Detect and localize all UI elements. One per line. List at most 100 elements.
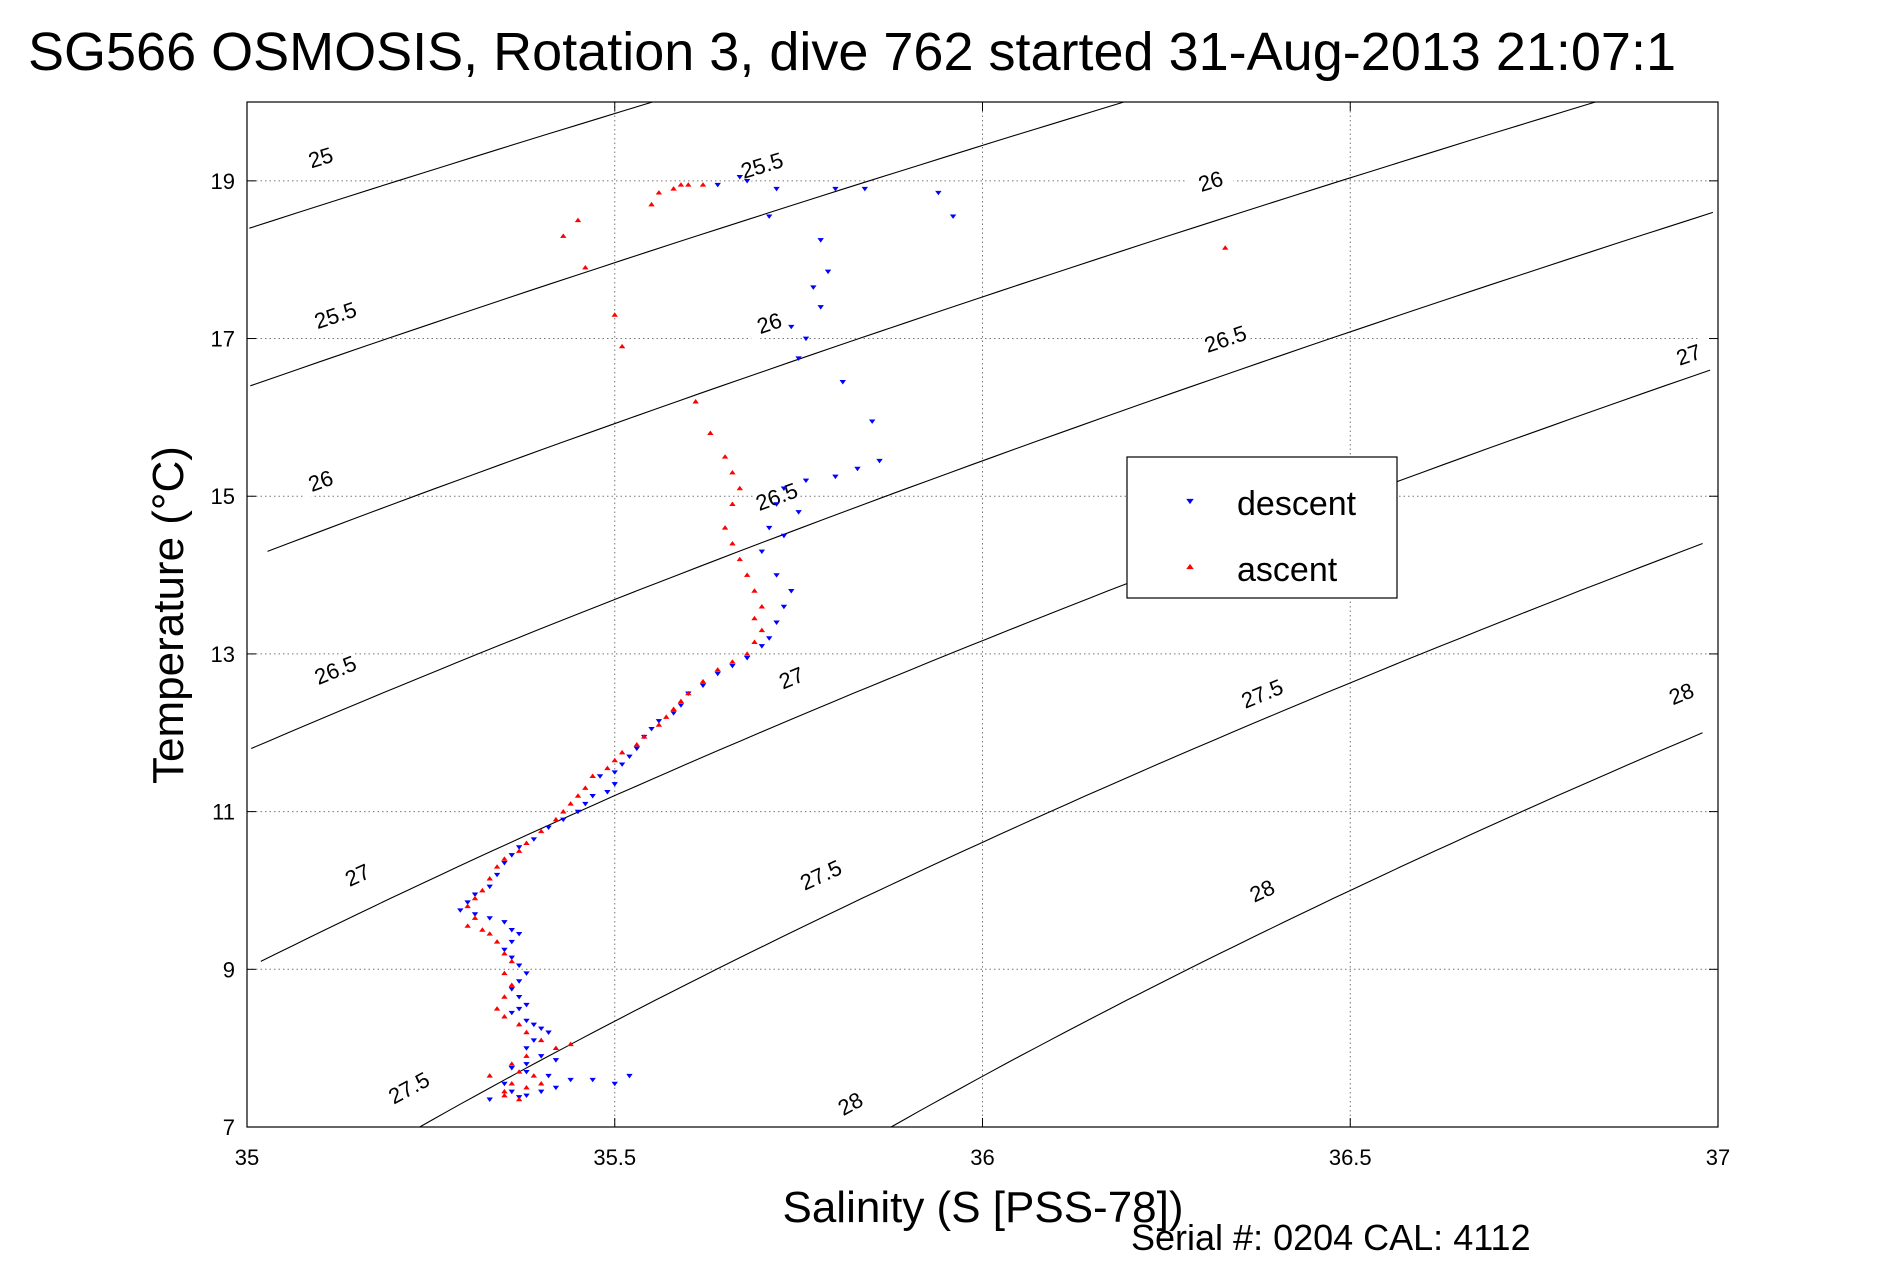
x-tick-label: 35 bbox=[235, 1145, 259, 1170]
descent-point bbox=[788, 588, 795, 594]
descent-point bbox=[582, 801, 589, 807]
descent-point bbox=[530, 1038, 538, 1043]
descent-point bbox=[545, 1073, 552, 1079]
ascent-point bbox=[574, 217, 582, 223]
descent-point bbox=[714, 671, 721, 677]
ascent-point bbox=[508, 958, 515, 964]
axis-ticks: 35 35.5 36 36.5 37 7 9 11 13 15 17 19 bbox=[211, 102, 1730, 1170]
ascent-point bbox=[515, 1021, 523, 1027]
descent-point bbox=[538, 1026, 545, 1032]
descent-point bbox=[935, 190, 942, 196]
contour-label-bg bbox=[1236, 870, 1287, 911]
descent-point bbox=[876, 458, 883, 464]
contour-label: 25.5 bbox=[311, 297, 360, 334]
descent-point bbox=[515, 963, 523, 968]
descent-point bbox=[714, 182, 721, 188]
ascent-point bbox=[582, 785, 589, 790]
ascent-point bbox=[677, 182, 685, 187]
x-axis-label: Salinity (S [PSS-78]) bbox=[782, 1183, 1183, 1232]
ascent-point bbox=[501, 856, 508, 861]
descent-point bbox=[471, 892, 479, 897]
ascent-point bbox=[758, 627, 766, 633]
x-tick-label: 36 bbox=[970, 1145, 994, 1170]
ascent-point bbox=[618, 343, 626, 349]
ascent-point bbox=[729, 469, 736, 475]
descent-point bbox=[795, 356, 802, 361]
descent-point bbox=[780, 486, 788, 491]
descent-point bbox=[766, 525, 773, 531]
ascent-point bbox=[751, 615, 758, 621]
legend: descent ascent bbox=[1126, 456, 1398, 599]
descent-point bbox=[766, 636, 773, 641]
descent-point bbox=[780, 533, 788, 539]
ascent-point bbox=[501, 1014, 508, 1019]
ascent-point bbox=[640, 734, 648, 739]
data-points bbox=[457, 175, 1229, 1103]
descent-point bbox=[508, 1066, 515, 1071]
y-tick-label: 7 bbox=[223, 1115, 235, 1140]
ascent-point bbox=[560, 809, 567, 814]
contour-label-bg bbox=[744, 304, 794, 342]
density-contour-line bbox=[267, 101, 1596, 552]
ascent-point bbox=[552, 1045, 560, 1051]
ascent-point bbox=[538, 1081, 545, 1086]
y-tick-label: 13 bbox=[211, 642, 235, 667]
ascent-point bbox=[493, 939, 501, 944]
ascent-point bbox=[486, 931, 493, 936]
ascent-point bbox=[530, 1073, 538, 1078]
descent-point bbox=[530, 837, 538, 842]
descent-point bbox=[766, 214, 773, 219]
descent-point bbox=[743, 178, 751, 184]
ascent-point bbox=[515, 1096, 523, 1102]
contour-label-bg bbox=[310, 296, 360, 334]
ascent-point bbox=[1222, 245, 1229, 250]
ascent-point bbox=[523, 1029, 530, 1035]
ascent-point bbox=[736, 556, 743, 562]
ascent-point bbox=[508, 982, 515, 987]
y-tick-label: 11 bbox=[212, 800, 235, 825]
descent-point bbox=[530, 1022, 538, 1028]
ascent-point bbox=[560, 233, 567, 238]
descent-point bbox=[655, 719, 663, 724]
ascent-point bbox=[751, 588, 758, 593]
descent-point bbox=[493, 872, 501, 878]
ascent-point bbox=[685, 690, 692, 696]
density-contour-line bbox=[250, 211, 1714, 750]
descent-point bbox=[596, 774, 604, 779]
legend-label-descent: descent bbox=[1237, 485, 1357, 523]
contour-label: 26.5 bbox=[311, 651, 360, 690]
descent-point bbox=[515, 845, 523, 850]
descent-point bbox=[523, 1018, 530, 1024]
descent-point bbox=[501, 1081, 508, 1087]
y-tick-label: 17 bbox=[211, 327, 235, 352]
ascent-point bbox=[486, 1073, 493, 1078]
ascent-point bbox=[508, 1081, 515, 1086]
density-contour-line bbox=[250, 101, 1125, 387]
descent-point bbox=[501, 947, 508, 953]
ascent-point bbox=[633, 742, 640, 747]
contour-label: 27.5 bbox=[384, 1067, 434, 1109]
descent-point bbox=[457, 908, 464, 913]
ascent-point bbox=[508, 1061, 515, 1066]
ascent-point bbox=[464, 923, 471, 928]
descent-point bbox=[560, 817, 567, 823]
ascent-point bbox=[618, 749, 626, 755]
descent-point bbox=[567, 1077, 574, 1083]
ascent-point bbox=[589, 773, 596, 778]
descent-point bbox=[788, 324, 795, 330]
ascent-point bbox=[655, 190, 663, 195]
ascent-point bbox=[538, 828, 545, 834]
descent-point bbox=[817, 238, 824, 243]
descent-point bbox=[611, 782, 618, 787]
descent-point bbox=[758, 644, 766, 649]
ascent-point bbox=[582, 264, 589, 270]
descent-point bbox=[523, 1093, 530, 1099]
contour-label-bg bbox=[795, 854, 846, 895]
ascent-point bbox=[611, 757, 618, 763]
density-contours: 2525.525.526262626.526.526.52727272727.5… bbox=[249, 101, 1714, 1128]
ascent-point bbox=[479, 887, 486, 893]
y-tick-label: 19 bbox=[211, 169, 235, 194]
descent-point bbox=[523, 971, 530, 976]
ascent-point bbox=[663, 714, 670, 719]
descent-point bbox=[699, 683, 707, 689]
